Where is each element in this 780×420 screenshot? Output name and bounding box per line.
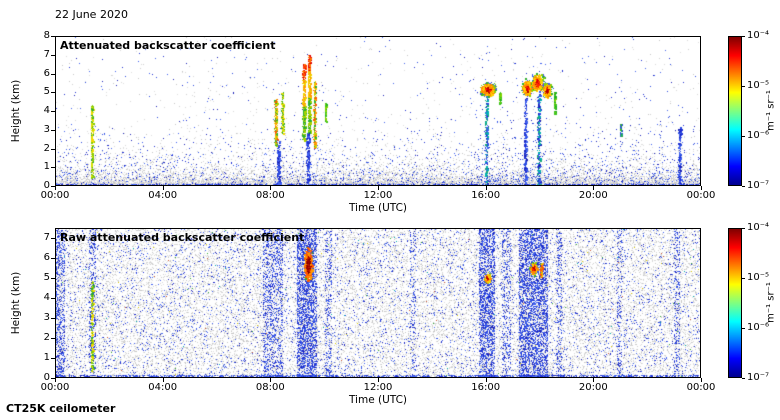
heatmap-panel-raw: Raw attenuated backscatter coefficient <box>55 228 701 378</box>
y-tick-label: 4 <box>43 292 50 303</box>
y-tick-mark <box>51 278 55 279</box>
colorbar-tick-label: 10⁻⁵ <box>747 80 770 91</box>
x-tick-mark <box>593 378 595 382</box>
y-tick-mark <box>51 358 55 359</box>
x-tick-label: 12:00 <box>363 190 393 201</box>
y-tick-label: 3 <box>43 123 50 135</box>
x-tick-label: 00:00 <box>686 382 716 393</box>
y-tick-mark <box>51 378 55 379</box>
colorbar-tick-label: 10⁻⁶ <box>747 130 770 141</box>
x-tick-label: 04:00 <box>148 190 178 201</box>
colorbar-tick-mark <box>742 86 745 87</box>
colorbar-tick-mark <box>742 278 745 279</box>
y-tick-label: 4 <box>43 105 50 116</box>
x-tick-label: 00:00 <box>40 190 70 201</box>
raw-backscatter-heatmap-canvas <box>56 229 700 377</box>
y-tick-label: 6 <box>43 67 50 79</box>
colorbar-tick-mark <box>742 378 745 379</box>
x-tick-mark <box>270 186 272 190</box>
colorbar-tick-label: 10⁻⁴ <box>747 222 770 233</box>
y-tick-label: 2 <box>43 142 50 154</box>
colorbar-tick-mark <box>742 186 745 187</box>
y-tick-label: 2 <box>43 332 50 343</box>
colorbar-top <box>728 36 742 186</box>
x-tick-label: 08:00 <box>255 190 285 201</box>
y-tick-label: 0 <box>43 180 50 191</box>
x-tick-mark <box>701 378 702 382</box>
colorbar-tick-label: 10⁻⁷ <box>747 372 770 383</box>
x-tick-mark <box>55 186 56 190</box>
x-tick-mark <box>162 186 164 190</box>
x-tick-label: 16:00 <box>471 190 501 201</box>
y-tick-mark <box>51 92 55 94</box>
colorbar-gradient-bottom <box>729 229 741 377</box>
x-tick-label: 00:00 <box>40 382 70 393</box>
x-tick-label: 04:00 <box>148 382 178 393</box>
colorbar-bottom <box>728 228 742 378</box>
x-tick-label: 08:00 <box>255 382 285 393</box>
y-axis-label-top: Height (km) <box>10 79 22 143</box>
colorbar-gradient-top <box>729 37 741 185</box>
x-tick-mark <box>55 378 56 382</box>
x-tick-mark <box>485 186 487 190</box>
x-tick-mark <box>378 378 379 382</box>
y-tick-mark <box>51 338 55 339</box>
x-tick-mark <box>162 378 164 382</box>
instrument-label: CT25K ceilometer <box>6 402 116 415</box>
x-tick-mark <box>593 186 595 190</box>
y-tick-mark <box>51 111 55 112</box>
x-tick-mark <box>701 186 702 190</box>
colorbar-tick-label: 10⁻⁶ <box>747 322 770 333</box>
y-tick-mark <box>51 186 55 187</box>
y-tick-mark <box>51 167 55 169</box>
y-axis-label-bottom: Height (km) <box>10 271 22 335</box>
y-tick-mark <box>51 238 55 239</box>
x-tick-label: 20:00 <box>578 382 608 393</box>
panel-title-attenuated: Attenuated backscatter coefficient <box>60 39 276 52</box>
colorbar-tick-label: 10⁻⁷ <box>747 180 770 191</box>
x-tick-mark <box>270 378 272 382</box>
y-tick-label: 1 <box>43 161 50 173</box>
x-tick-label: 16:00 <box>471 382 501 393</box>
y-tick-label: 3 <box>43 312 50 323</box>
colorbar-tick-mark <box>742 36 745 37</box>
y-tick-mark <box>51 258 55 259</box>
x-tick-mark <box>485 378 487 382</box>
y-tick-label: 5 <box>43 272 50 283</box>
y-tick-mark <box>51 73 55 75</box>
x-axis-label-top: Time (UTC) <box>348 202 408 214</box>
y-tick-label: 1 <box>43 352 50 363</box>
y-tick-mark <box>51 54 55 56</box>
y-tick-label: 7 <box>43 232 50 243</box>
y-tick-mark <box>51 129 55 131</box>
y-tick-mark <box>51 148 55 150</box>
x-tick-mark <box>378 186 379 190</box>
y-tick-mark <box>51 318 55 319</box>
x-axis-label-bottom: Time (UTC) <box>348 394 408 406</box>
y-tick-label: 7 <box>43 48 50 60</box>
colorbar-tick-label: 10⁻⁵ <box>747 272 770 283</box>
panel-title-raw: Raw attenuated backscatter coefficient <box>60 231 305 244</box>
attenuated-backscatter-heatmap-canvas <box>56 37 700 185</box>
heatmap-panel-attenuated: Attenuated backscatter coefficient <box>55 36 701 186</box>
colorbar-tick-label: 10⁻⁴ <box>747 30 770 41</box>
y-tick-label: 0 <box>43 372 50 383</box>
y-tick-label: 5 <box>43 86 50 98</box>
y-tick-label: 8 <box>43 30 50 41</box>
date-label: 22 June 2020 <box>55 8 128 21</box>
x-tick-label: 12:00 <box>363 382 393 393</box>
colorbar-tick-mark <box>742 328 745 329</box>
colorbar-tick-mark <box>742 228 745 229</box>
y-tick-mark <box>51 36 55 37</box>
x-tick-label: 00:00 <box>686 190 716 201</box>
y-tick-mark <box>51 298 55 299</box>
x-tick-label: 20:00 <box>578 190 608 201</box>
colorbar-tick-mark <box>742 136 745 137</box>
y-tick-label: 6 <box>43 252 50 263</box>
